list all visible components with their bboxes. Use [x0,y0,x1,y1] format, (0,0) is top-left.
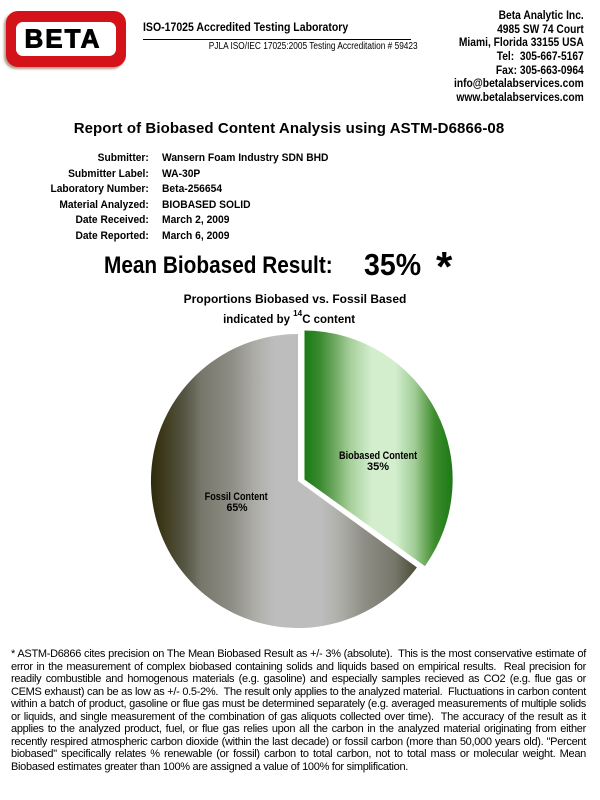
svg-text:BETA: BETA [25,24,102,54]
